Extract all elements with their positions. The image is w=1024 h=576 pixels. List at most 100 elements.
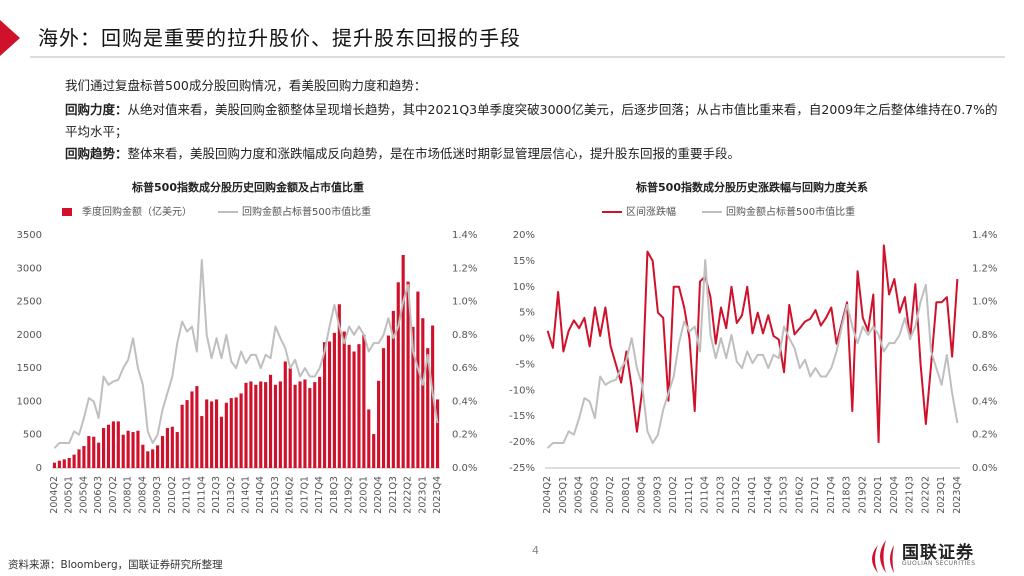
- y2-tick-label: 0.4%: [452, 396, 477, 407]
- bar: [244, 382, 248, 468]
- line: [546, 258, 959, 449]
- x-tick-label: 2004Q2: [542, 476, 553, 514]
- x-tick-label: 2014Q4: [763, 476, 774, 514]
- y2-tick-label: 0.0%: [452, 463, 477, 474]
- y-tick-label: -10%: [509, 385, 535, 396]
- point: 回购力度：从绝对值来看，美股回购金额整体呈现增长趋势，其中2021Q3单季度突破…: [65, 99, 1000, 143]
- x-tick-label: 2010Q2: [167, 476, 178, 514]
- x-tick-label: 2023Q4: [432, 476, 443, 514]
- x-tick-label: 2021Q3: [905, 476, 916, 514]
- bar: [126, 430, 130, 468]
- bar: [254, 384, 258, 468]
- x-tick-label: 2018Q3: [842, 476, 853, 514]
- bar: [435, 399, 440, 468]
- bar: [82, 446, 86, 468]
- bar: [205, 399, 209, 468]
- x-tick-label: 2007Q2: [605, 476, 616, 514]
- bar: [357, 344, 361, 468]
- x-tick-label: 2023Q1: [936, 476, 947, 514]
- bar: [411, 326, 415, 468]
- bar: [303, 379, 307, 468]
- x-tick-label: 2015Q3: [779, 476, 790, 514]
- x-tick-label: 2020Q1: [358, 476, 369, 514]
- bar: [92, 436, 96, 468]
- x-tick-label: 2007Q2: [108, 476, 119, 514]
- bar: [323, 342, 327, 468]
- bar: [342, 331, 346, 468]
- logo-icon: [872, 540, 894, 573]
- x-tick-label: 2012Q3: [715, 476, 726, 514]
- x-tick-label: 2020Q1: [873, 476, 884, 514]
- x-tick-label: 2004Q2: [49, 476, 60, 514]
- bar: [406, 281, 410, 468]
- x-tick-label: 2011Q1: [182, 476, 193, 514]
- bar: [180, 404, 184, 468]
- bar: [62, 459, 66, 468]
- bar: [156, 445, 160, 468]
- bar: [264, 382, 268, 468]
- bar: [347, 344, 351, 468]
- page-number: 4: [532, 544, 539, 557]
- y2-tick-label: 0.2%: [452, 430, 477, 441]
- bar: [160, 436, 165, 468]
- x-tick-label: 2009Q3: [652, 476, 663, 514]
- legend-label: 季度回购金额（亿美元）: [82, 205, 192, 218]
- header-triangle: [0, 20, 20, 56]
- line: [546, 244, 959, 444]
- x-tick-label: 2019Q2: [344, 476, 355, 514]
- legend-label: 回购金额占标普500市值比重: [726, 205, 855, 218]
- bar: [185, 400, 189, 468]
- bar: [327, 341, 332, 468]
- y-tick-label: 10%: [513, 282, 535, 293]
- bar: [381, 348, 386, 468]
- bar: [337, 304, 341, 468]
- bar: [259, 381, 263, 468]
- bar: [200, 416, 204, 468]
- bar: [52, 462, 57, 468]
- y2-tick-label: 1.2%: [972, 263, 997, 274]
- y-tick-label: 0: [36, 463, 42, 474]
- bar: [234, 397, 238, 468]
- bar: [401, 254, 405, 468]
- bar: [332, 332, 336, 468]
- x-tick-label: 2005Q4: [78, 476, 89, 514]
- y-tick-label: 1500: [17, 363, 42, 374]
- x-tick-label: 2017Q1: [299, 476, 310, 514]
- x-tick-label: 2006Q3: [93, 476, 104, 514]
- x-tick-label: 2008Q1: [123, 476, 134, 514]
- bar: [396, 282, 400, 468]
- bar: [170, 426, 174, 468]
- bar: [210, 401, 214, 468]
- legend-label: 区间涨跌幅: [626, 205, 676, 218]
- x-tick-label: 2012Q3: [211, 476, 222, 514]
- bar: [214, 399, 219, 468]
- bar: [416, 291, 420, 468]
- x-tick-label: 2020Q4: [373, 476, 384, 514]
- y-tick-label: -15%: [509, 411, 535, 422]
- line: [53, 258, 439, 449]
- point-label: 回购力度：: [65, 102, 128, 117]
- x-tick-label: 2022Q2: [403, 476, 414, 514]
- x-tick-label: 2014Q1: [747, 476, 758, 514]
- x-tick-label: 2017Q4: [826, 476, 837, 514]
- bar: [372, 434, 376, 468]
- point-label: 回购趋势：: [65, 146, 128, 161]
- bar: [195, 386, 199, 468]
- x-tick-label: 2023Q4: [952, 476, 963, 514]
- y2-tick-label: 1.2%: [452, 263, 477, 274]
- x-tick-label: 2021Q3: [388, 476, 399, 514]
- bar: [131, 432, 135, 468]
- y2-tick-label: 0.6%: [452, 363, 477, 374]
- x-tick-label: 2018Q3: [329, 476, 340, 514]
- x-tick-label: 2016Q2: [794, 476, 805, 514]
- intro: 我们通过复盘标普500成分股回购情况，看美股回购力度和趋势：: [65, 78, 427, 93]
- logo-name: 国联证券: [902, 543, 974, 563]
- y2-tick-label: 1.4%: [452, 230, 477, 241]
- chart-title: 标普500指数成分股历史涨跌幅与回购力度关系: [635, 180, 868, 194]
- chart-title: 标普500指数成分股历史回购金额及占市值比重: [131, 180, 364, 194]
- y2-tick-label: 1.4%: [972, 230, 997, 241]
- x-tick-label: 2008Q4: [137, 476, 148, 514]
- bar: [367, 409, 371, 468]
- bar: [352, 351, 356, 468]
